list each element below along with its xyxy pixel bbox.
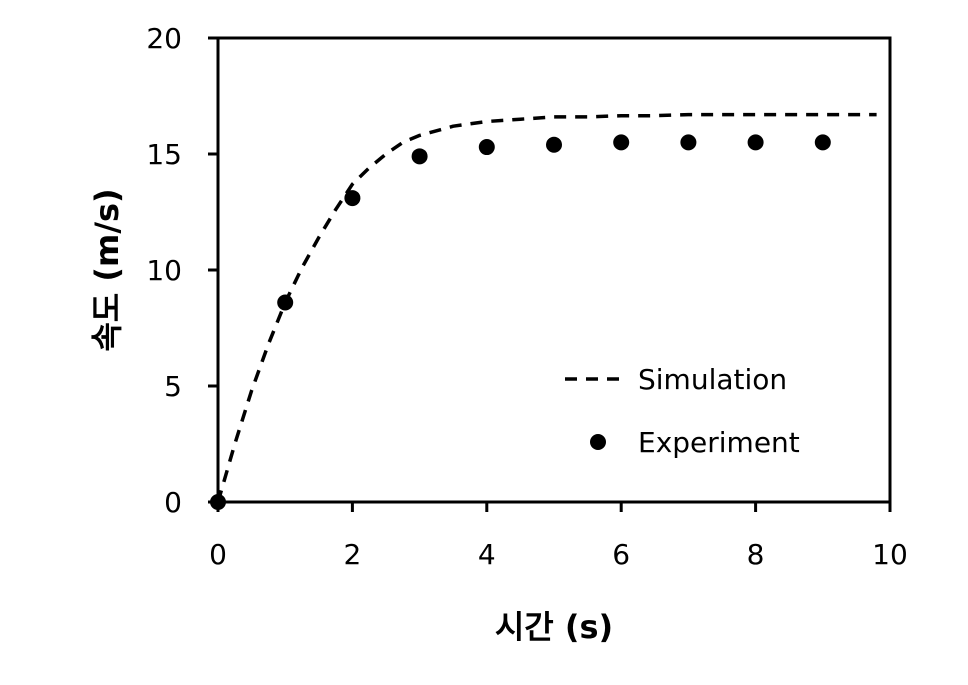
legend-simulation-label: Simulation bbox=[638, 363, 787, 396]
experiment-data-point bbox=[478, 139, 495, 156]
x-tick-label: 0 bbox=[209, 538, 227, 571]
experiment-data-point bbox=[411, 148, 428, 165]
experiment-data-point bbox=[344, 190, 361, 207]
y-axis-title: 속도 (m/s) bbox=[88, 188, 126, 351]
experiment-data-point bbox=[613, 134, 630, 151]
experiment-data-point bbox=[814, 134, 831, 151]
x-axis-title: 시간 (s) bbox=[495, 608, 613, 646]
x-tick-label: 4 bbox=[478, 538, 496, 571]
y-tick-label: 5 bbox=[164, 370, 182, 403]
experiment-data-point bbox=[680, 134, 697, 151]
experiment-data-point bbox=[546, 136, 562, 153]
x-tick-label: 10 bbox=[872, 538, 908, 571]
plot-series bbox=[210, 112, 877, 510]
y-tick-label: 10 bbox=[146, 254, 182, 287]
experiment-data-point bbox=[747, 134, 764, 151]
x-tick-label: 2 bbox=[343, 538, 361, 571]
y-tick-label: 15 bbox=[146, 138, 182, 171]
x-tick-label: 6 bbox=[612, 538, 630, 571]
experiment-data-point bbox=[277, 294, 294, 311]
y-tick-label: 20 bbox=[146, 22, 182, 55]
legend-experiment-swatch bbox=[590, 434, 606, 450]
simulation-series-line bbox=[216, 112, 877, 503]
y-tick-label: 0 bbox=[164, 486, 182, 519]
x-tick-labels: 0 2 4 6 8 10 bbox=[209, 538, 908, 571]
x-tick-label: 8 bbox=[747, 538, 765, 571]
legend-experiment-label: Experiment bbox=[638, 426, 800, 459]
y-tick-labels: 0 5 10 15 20 bbox=[146, 22, 182, 519]
legend: Simulation Experiment bbox=[565, 363, 800, 459]
plot-frame bbox=[216, 36, 892, 504]
